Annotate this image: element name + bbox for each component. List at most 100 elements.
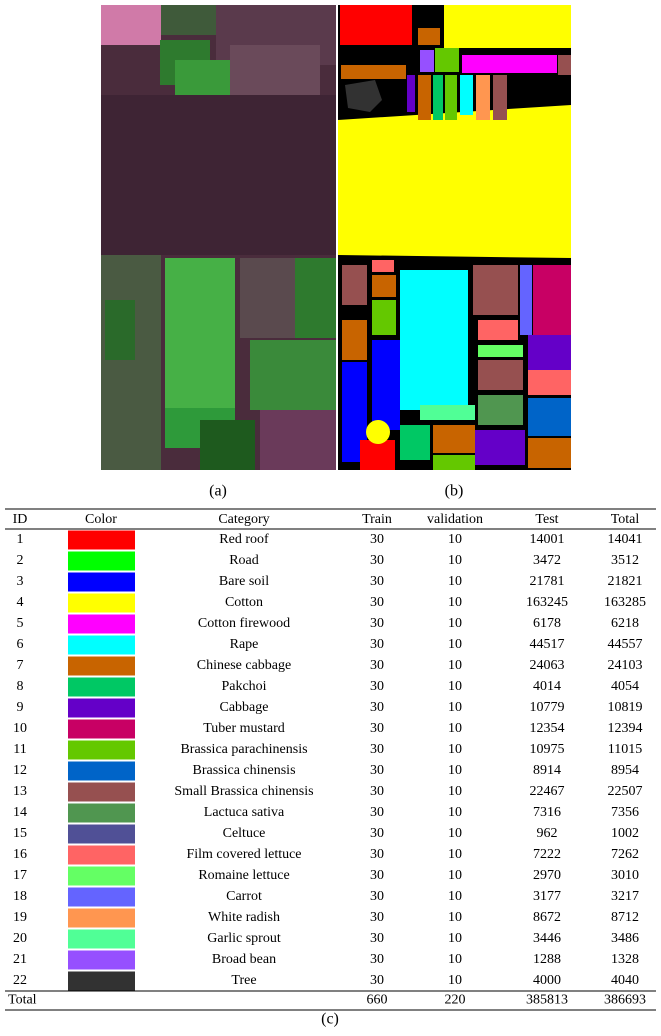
table-cell: 10 xyxy=(448,784,462,799)
color-swatch xyxy=(68,762,135,781)
table-cell: 10 xyxy=(448,952,462,967)
table-cell: 15 xyxy=(13,826,27,841)
table-cell: 8712 xyxy=(611,910,639,925)
color-swatch xyxy=(68,909,135,928)
table-cell: 10819 xyxy=(608,700,643,715)
table-cell: 163245 xyxy=(526,595,568,610)
table-cell: 10 xyxy=(448,553,462,568)
footer-cell: 386693 xyxy=(604,993,646,1008)
table-cell: 3 xyxy=(17,574,24,589)
table-cell: 16 xyxy=(13,847,27,862)
table-cell: 7356 xyxy=(611,805,639,820)
table-cell: Tuber mustard xyxy=(203,721,285,736)
table-cell: 30 xyxy=(370,742,384,757)
label-map xyxy=(338,5,571,470)
color-swatch xyxy=(68,636,135,655)
table-cell: 10975 xyxy=(530,742,565,757)
table-cell: 10 xyxy=(448,700,462,715)
table-cell: Tree xyxy=(231,973,256,988)
table-cell: 10 xyxy=(448,763,462,778)
table-cell: 10 xyxy=(448,616,462,631)
table-cell: 11015 xyxy=(608,742,642,757)
table-cell: 1288 xyxy=(533,952,561,967)
header-cell: Test xyxy=(535,512,558,527)
table-cell: 21821 xyxy=(608,574,643,589)
table-cell: 3177 xyxy=(533,889,561,904)
color-swatch xyxy=(68,951,135,970)
table-cell: 30 xyxy=(370,889,384,904)
table-cell: 6178 xyxy=(533,616,561,631)
table-cell: 3010 xyxy=(611,868,639,883)
footer-cell: 220 xyxy=(445,993,466,1008)
table-cell: Celtuce xyxy=(223,826,266,841)
table-cell: 10 xyxy=(448,826,462,841)
table-cell: 10 xyxy=(448,679,462,694)
table-cell: 10 xyxy=(448,595,462,610)
header-cell: Color xyxy=(85,512,117,527)
table-cell: Garlic sprout xyxy=(207,931,281,946)
table-cell: 21781 xyxy=(530,574,565,589)
table-cell: Bare soil xyxy=(219,574,269,589)
table-cell: 10 xyxy=(448,847,462,862)
table-cell: 4014 xyxy=(533,679,561,694)
table-cell: 7222 xyxy=(533,847,561,862)
color-swatch xyxy=(68,783,135,802)
table-cell: 4 xyxy=(17,595,24,610)
footer-cell: Total xyxy=(8,993,37,1008)
table-cell: 30 xyxy=(370,658,384,673)
table-cell: Brassica parachinensis xyxy=(180,742,307,757)
table-cell: 22467 xyxy=(530,784,565,799)
table-cell: 7316 xyxy=(533,805,561,820)
table-cell: 8672 xyxy=(533,910,561,925)
table-cell: Chinese cabbage xyxy=(197,658,291,673)
figure: (a) (b) (c) IDColorCategoryTrainvalidati… xyxy=(0,0,661,1031)
table-cell: 30 xyxy=(370,700,384,715)
table-cell: 3486 xyxy=(611,931,639,946)
table-cell: 10 xyxy=(448,658,462,673)
table-cell: 30 xyxy=(370,805,384,820)
table-cell: 17 xyxy=(13,868,27,883)
table-cell: 12394 xyxy=(608,721,643,736)
table-cell: 14 xyxy=(13,805,27,820)
table-cell: 4054 xyxy=(611,679,639,694)
table-cell: 21 xyxy=(13,952,27,967)
table-cell: Carrot xyxy=(226,889,262,904)
table-cell: Broad bean xyxy=(212,952,276,967)
table-cell: 10 xyxy=(448,574,462,589)
table-cell: 10 xyxy=(448,805,462,820)
table-cell: 24063 xyxy=(530,658,565,673)
table-cell: 30 xyxy=(370,679,384,694)
color-swatch xyxy=(68,678,135,697)
caption-c: (c) xyxy=(321,1011,339,1028)
table-cell: 19 xyxy=(13,910,27,925)
color-swatch xyxy=(68,972,135,991)
table-cell: 30 xyxy=(370,784,384,799)
table-cell: 4000 xyxy=(533,973,561,988)
table-cell: 30 xyxy=(370,616,384,631)
color-swatch xyxy=(68,552,135,571)
table-cell: 18 xyxy=(13,889,27,904)
table-cell: 30 xyxy=(370,637,384,652)
table-cell: 5 xyxy=(17,616,24,631)
table-cell: 30 xyxy=(370,973,384,988)
table-cell: 8 xyxy=(17,679,24,694)
table-cell: 8914 xyxy=(533,763,561,778)
color-swatch xyxy=(68,888,135,907)
table-cell: 30 xyxy=(370,595,384,610)
table-cell: 6218 xyxy=(611,616,639,631)
table-cell: Cotton firewood xyxy=(198,616,290,631)
table-cell: 20 xyxy=(13,931,27,946)
color-swatch xyxy=(68,741,135,760)
header-cell: Train xyxy=(362,512,392,527)
color-swatch xyxy=(68,594,135,613)
color-swatch xyxy=(68,573,135,592)
header-cell: Category xyxy=(218,512,269,527)
table-cell: 3446 xyxy=(533,931,561,946)
table-cell: 30 xyxy=(370,952,384,967)
caption-a: (a) xyxy=(209,483,227,500)
table-cell: 30 xyxy=(370,574,384,589)
table-cell: 6 xyxy=(17,637,24,652)
table-cell: 12 xyxy=(13,763,27,778)
footer-cell: 385813 xyxy=(526,993,568,1008)
table-cell: Cabbage xyxy=(220,700,269,715)
